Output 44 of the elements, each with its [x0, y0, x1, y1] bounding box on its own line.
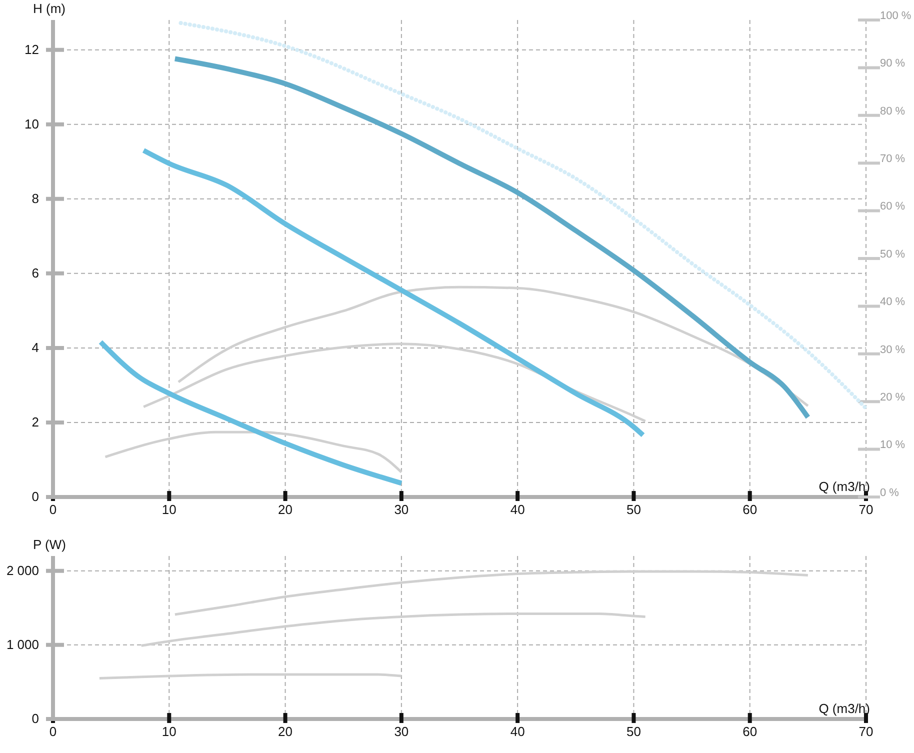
x-tick-label: 70	[858, 724, 874, 740]
x-tick-label: 20	[278, 724, 293, 740]
y2-tick-label: 80 %	[880, 105, 906, 118]
y-tick-label: 2 000	[6, 562, 39, 578]
y-tick-label: 1 000	[6, 637, 39, 652]
y-tick-label: 8	[32, 191, 39, 206]
x-tick-label: 50	[626, 724, 641, 740]
y2-tick-label: 90 %	[880, 58, 906, 70]
y2-tick-label: 70 %	[880, 153, 906, 165]
y2-tick-label: 20 %	[880, 392, 906, 404]
y2-tick-label: 100 %	[880, 10, 912, 22]
y-tick-label: 4	[32, 340, 39, 356]
x-tick-label: 30	[394, 502, 409, 518]
x-tick-label: 20	[278, 502, 293, 518]
x-tick-label: 0	[49, 724, 57, 740]
y2-tick-label: 60 %	[880, 200, 906, 213]
x-tick-label: 40	[510, 502, 525, 518]
line-series	[174, 570, 810, 616]
y2-tick-label: 10 %	[880, 439, 906, 452]
y-axis-title: H (m)	[33, 1, 66, 16]
y-tick-label: 6	[32, 266, 39, 281]
x-tick-label: 30	[394, 724, 409, 740]
y-tick-label: 12	[24, 42, 39, 57]
y-tick-label: 2	[32, 414, 39, 430]
x-tick-label: 60	[742, 724, 758, 740]
y2-tick-label: 50 %	[880, 248, 906, 260]
x-tick-label: 10	[162, 724, 176, 740]
x-tick-label: 60	[742, 502, 758, 518]
line-series	[178, 20, 868, 410]
y-tick-label: 0	[32, 489, 39, 504]
y-tick-label: 10	[24, 116, 39, 132]
x-axis-title: Q (m3/h)	[818, 701, 870, 716]
x-axis-title: Q (m3/h)	[818, 479, 870, 494]
y2-tick-label: 30 %	[880, 344, 906, 356]
y-axis-title: P (W)	[33, 537, 66, 552]
y2-tick-label: 40 %	[880, 296, 906, 308]
x-tick-label: 0	[49, 502, 57, 518]
x-tick-label: 50	[626, 502, 641, 518]
y-tick-label: 0	[32, 711, 39, 726]
x-tick-label: 40	[510, 724, 525, 740]
y2-tick-label: 0 %	[880, 486, 900, 499]
x-tick-label: 10	[162, 502, 176, 518]
x-tick-label: 70	[858, 502, 874, 518]
line-series	[140, 612, 647, 647]
